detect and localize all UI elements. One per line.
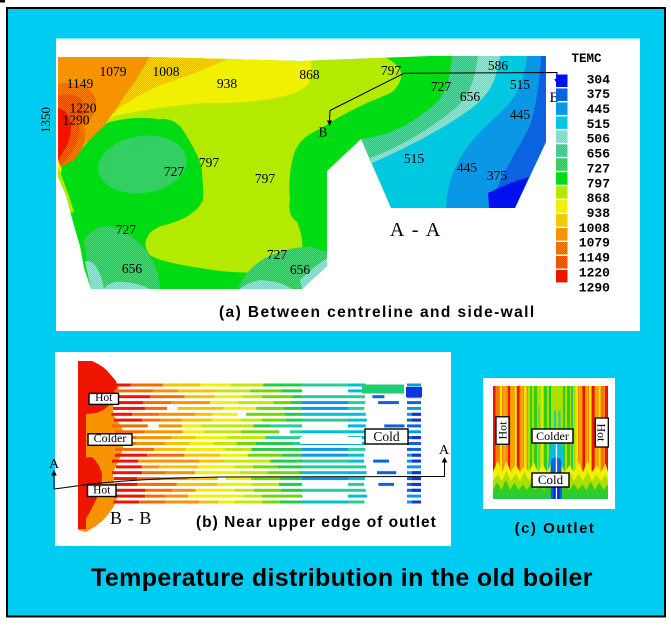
svg-text:Colder: Colder (536, 429, 569, 443)
svg-text:1008: 1008 (153, 64, 180, 79)
svg-text:445: 445 (510, 107, 531, 122)
svg-text:375: 375 (487, 168, 508, 183)
svg-text:656: 656 (587, 147, 611, 162)
svg-text:938: 938 (587, 206, 611, 221)
svg-text:Cold: Cold (538, 472, 564, 487)
svg-text:A - A: A - A (390, 219, 442, 241)
svg-text:515: 515 (404, 151, 425, 166)
svg-text:Hot: Hot (93, 484, 111, 496)
svg-text:515: 515 (587, 117, 611, 132)
svg-text:586: 586 (488, 58, 509, 73)
svg-text:1290: 1290 (63, 112, 90, 127)
svg-text:868: 868 (587, 191, 611, 206)
svg-text:(a) Between centreline and sid: (a) Between centreline and side-wall (219, 304, 536, 321)
svg-text:727: 727 (267, 247, 288, 262)
svg-text:304: 304 (587, 72, 611, 87)
svg-text:B - B: B - B (110, 508, 152, 528)
svg-text:506: 506 (587, 132, 611, 147)
svg-text:445: 445 (587, 102, 611, 117)
svg-text:A: A (439, 443, 450, 458)
svg-text:A: A (49, 457, 60, 472)
svg-text:797: 797 (255, 171, 276, 186)
svg-text:797: 797 (199, 155, 220, 170)
svg-text:868: 868 (299, 67, 320, 82)
svg-text:Colder: Colder (94, 431, 127, 445)
svg-text:1220: 1220 (70, 100, 97, 115)
svg-text:727: 727 (587, 161, 610, 176)
svg-text:656: 656 (460, 89, 481, 104)
svg-text:797: 797 (381, 63, 402, 78)
svg-text:Hot: Hot (595, 424, 609, 443)
svg-text:1220: 1220 (579, 265, 610, 280)
svg-text:1008: 1008 (579, 221, 610, 236)
svg-text:(c) Outlet: (c) Outlet (515, 520, 596, 537)
svg-text:375: 375 (587, 87, 611, 102)
svg-text:656: 656 (290, 262, 311, 277)
svg-text:(b) Near upper edge of outlet: (b) Near upper edge of outlet (196, 514, 437, 531)
svg-text:Hot: Hot (95, 392, 113, 404)
svg-text:445: 445 (457, 160, 478, 175)
svg-text:Temperature distribution in th: Temperature distribution in the old boil… (91, 564, 593, 592)
svg-text:727: 727 (164, 164, 185, 179)
svg-text:TEMC: TEMC (572, 52, 603, 66)
svg-text:B: B (549, 90, 559, 106)
svg-text:B: B (318, 125, 327, 140)
svg-text:1149: 1149 (579, 251, 610, 266)
svg-text:727: 727 (431, 79, 452, 94)
svg-text:656: 656 (122, 261, 143, 276)
svg-text:1350: 1350 (38, 107, 53, 133)
svg-text:727: 727 (116, 222, 137, 237)
svg-text:1079: 1079 (100, 64, 127, 79)
svg-text:1290: 1290 (579, 280, 610, 295)
svg-text:Cold: Cold (373, 429, 400, 444)
svg-text:1079: 1079 (579, 236, 610, 251)
svg-text:1149: 1149 (67, 76, 94, 91)
svg-text:938: 938 (217, 76, 238, 91)
svg-text:515: 515 (510, 77, 531, 92)
svg-text:797: 797 (587, 176, 610, 191)
svg-text:Hot: Hot (496, 421, 510, 440)
